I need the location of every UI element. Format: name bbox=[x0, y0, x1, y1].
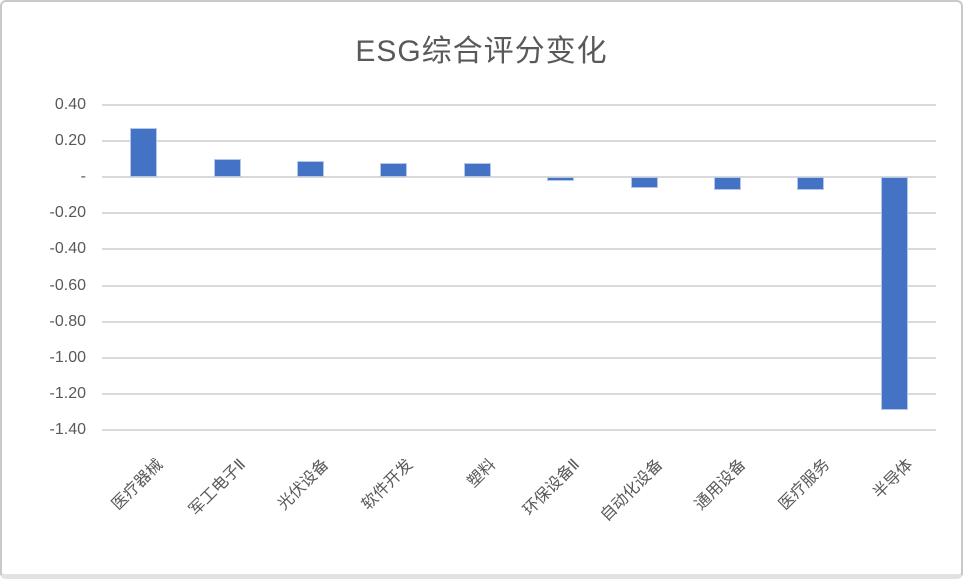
gridline bbox=[102, 356, 936, 359]
gridline bbox=[102, 320, 936, 323]
x-axis-category-label: 医疗器械 bbox=[108, 456, 166, 514]
chart-title: ESG综合评分变化 bbox=[355, 35, 608, 68]
y-axis-tick-label: -1.20 bbox=[49, 384, 86, 402]
gridline bbox=[102, 429, 936, 431]
bar-通用设备 bbox=[714, 177, 741, 190]
x-axis-category-label: 半导体 bbox=[870, 456, 917, 503]
y-axis-tick-label: -1.00 bbox=[49, 348, 86, 366]
y-axis-tick-label: -0.20 bbox=[49, 204, 86, 222]
x-axis-category-label: 通用设备 bbox=[692, 456, 750, 514]
bar-医疗服务 bbox=[797, 177, 825, 190]
x-axis-category-label: 环保设备Ⅱ bbox=[520, 456, 583, 520]
x-axis-category-label: 软件开发 bbox=[358, 456, 417, 514]
gridline bbox=[102, 392, 936, 395]
y-axis-tick-label: -0.40 bbox=[49, 240, 86, 258]
bar-自动化设备 bbox=[630, 177, 658, 189]
x-axis-category-label: 塑料 bbox=[464, 456, 500, 491]
gridline bbox=[102, 176, 936, 179]
bar-医疗器械 bbox=[130, 128, 158, 178]
bar-塑料 bbox=[463, 162, 491, 178]
x-axis-category-label: 光伏设备 bbox=[275, 456, 333, 514]
y-axis-tick-label: -1.40 bbox=[49, 421, 86, 438]
y-axis-tick-label: -0.60 bbox=[49, 276, 86, 294]
bar-光伏设备 bbox=[297, 160, 324, 178]
y-axis-tick-label: - bbox=[80, 168, 86, 186]
gridline bbox=[102, 104, 936, 106]
y-axis-tick-label: -0.80 bbox=[49, 312, 86, 330]
gridline bbox=[102, 212, 936, 215]
bar-环保设备Ⅱ bbox=[547, 177, 575, 181]
x-axis-category-label: 医疗服务 bbox=[775, 456, 834, 514]
bar-军工电子Ⅱ bbox=[213, 159, 241, 178]
y-axis-tick-label: 0.20 bbox=[54, 132, 86, 150]
bar-半导体 bbox=[880, 177, 908, 411]
x-axis-category-label: 自动化设备 bbox=[597, 456, 667, 525]
y-axis-tick-label: 0.40 bbox=[54, 96, 86, 113]
x-axis-category-label: 军工电子Ⅱ bbox=[186, 456, 250, 520]
gridline bbox=[102, 248, 936, 251]
gridline bbox=[102, 140, 936, 143]
bar-软件开发 bbox=[380, 162, 408, 178]
gridline bbox=[102, 284, 936, 287]
